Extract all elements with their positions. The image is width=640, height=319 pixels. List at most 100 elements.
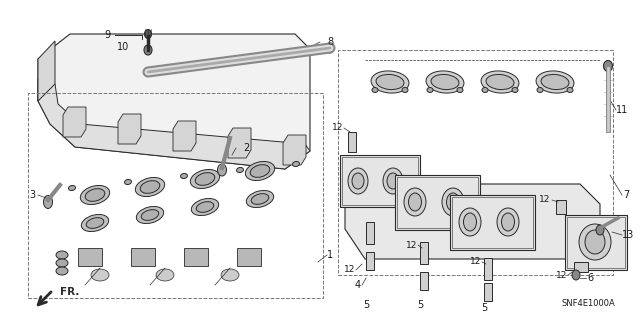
Ellipse shape	[348, 168, 368, 194]
Ellipse shape	[486, 74, 514, 90]
Text: 12: 12	[556, 271, 568, 279]
Ellipse shape	[221, 269, 239, 281]
Ellipse shape	[86, 218, 104, 228]
Text: 12: 12	[540, 196, 550, 204]
Polygon shape	[283, 135, 306, 165]
Ellipse shape	[250, 165, 270, 177]
Ellipse shape	[292, 161, 300, 167]
Ellipse shape	[296, 49, 300, 55]
Bar	[184, 248, 208, 266]
Text: 6: 6	[587, 273, 593, 283]
Text: 12: 12	[470, 257, 482, 266]
Text: 4: 4	[355, 280, 361, 290]
Ellipse shape	[376, 74, 404, 90]
Ellipse shape	[56, 251, 68, 259]
Text: 3: 3	[29, 190, 35, 200]
Polygon shape	[38, 79, 310, 169]
Polygon shape	[38, 41, 55, 101]
Bar	[484, 283, 492, 301]
Ellipse shape	[537, 87, 543, 93]
Ellipse shape	[459, 208, 481, 236]
Ellipse shape	[91, 269, 109, 281]
Ellipse shape	[240, 57, 244, 63]
Bar	[574, 262, 588, 272]
Bar	[342, 157, 418, 205]
Ellipse shape	[252, 194, 269, 204]
Bar	[565, 215, 627, 270]
Bar	[397, 177, 478, 228]
Bar	[338, 50, 613, 275]
Bar	[28, 93, 323, 298]
Ellipse shape	[56, 267, 68, 275]
Ellipse shape	[81, 214, 109, 232]
Ellipse shape	[180, 174, 188, 179]
Bar	[78, 248, 102, 266]
Ellipse shape	[512, 87, 518, 93]
Ellipse shape	[383, 168, 403, 194]
Ellipse shape	[136, 206, 164, 224]
Text: 8: 8	[327, 37, 333, 47]
Ellipse shape	[502, 213, 515, 231]
Ellipse shape	[442, 188, 464, 216]
Ellipse shape	[81, 185, 109, 204]
Ellipse shape	[426, 71, 464, 93]
Ellipse shape	[196, 202, 214, 212]
Bar	[395, 175, 480, 230]
Ellipse shape	[427, 87, 433, 93]
Ellipse shape	[567, 87, 573, 93]
Text: 12: 12	[406, 241, 418, 249]
Ellipse shape	[191, 198, 219, 216]
Ellipse shape	[541, 74, 569, 90]
Ellipse shape	[144, 45, 152, 55]
Bar	[452, 197, 533, 248]
Bar	[340, 155, 420, 207]
Bar	[556, 200, 566, 214]
Text: 5: 5	[363, 300, 369, 310]
Bar	[366, 222, 374, 244]
Ellipse shape	[245, 161, 275, 181]
Bar	[420, 242, 428, 264]
Polygon shape	[173, 121, 196, 151]
Ellipse shape	[141, 210, 159, 220]
Ellipse shape	[184, 65, 188, 71]
Ellipse shape	[212, 61, 216, 67]
Ellipse shape	[68, 185, 76, 190]
Text: 12: 12	[332, 123, 344, 132]
Text: 13: 13	[622, 230, 634, 240]
Text: 9: 9	[104, 30, 110, 40]
Ellipse shape	[463, 213, 477, 231]
Ellipse shape	[85, 189, 105, 201]
Ellipse shape	[371, 71, 409, 93]
Ellipse shape	[44, 196, 52, 209]
Ellipse shape	[372, 87, 378, 93]
Ellipse shape	[497, 208, 519, 236]
Ellipse shape	[190, 169, 220, 189]
Bar	[131, 248, 155, 266]
Ellipse shape	[268, 53, 272, 59]
Ellipse shape	[408, 193, 422, 211]
Ellipse shape	[387, 173, 399, 189]
Ellipse shape	[572, 270, 580, 280]
Ellipse shape	[56, 259, 68, 267]
Ellipse shape	[218, 164, 227, 176]
Ellipse shape	[402, 87, 408, 93]
Ellipse shape	[135, 177, 164, 197]
Bar	[420, 272, 428, 290]
Ellipse shape	[246, 190, 274, 208]
Ellipse shape	[352, 173, 364, 189]
Ellipse shape	[536, 71, 574, 93]
Text: 2: 2	[243, 143, 249, 153]
Text: SNF4E1000A: SNF4E1000A	[561, 299, 615, 308]
Ellipse shape	[125, 180, 131, 184]
Ellipse shape	[596, 225, 604, 235]
Text: 11: 11	[616, 105, 628, 115]
Ellipse shape	[326, 43, 334, 53]
Ellipse shape	[156, 69, 160, 75]
Text: FR.: FR.	[60, 287, 79, 297]
Bar	[450, 195, 535, 250]
Polygon shape	[118, 114, 141, 144]
Ellipse shape	[447, 193, 460, 211]
Polygon shape	[63, 107, 86, 137]
Text: 5: 5	[481, 303, 487, 313]
Ellipse shape	[145, 29, 152, 39]
